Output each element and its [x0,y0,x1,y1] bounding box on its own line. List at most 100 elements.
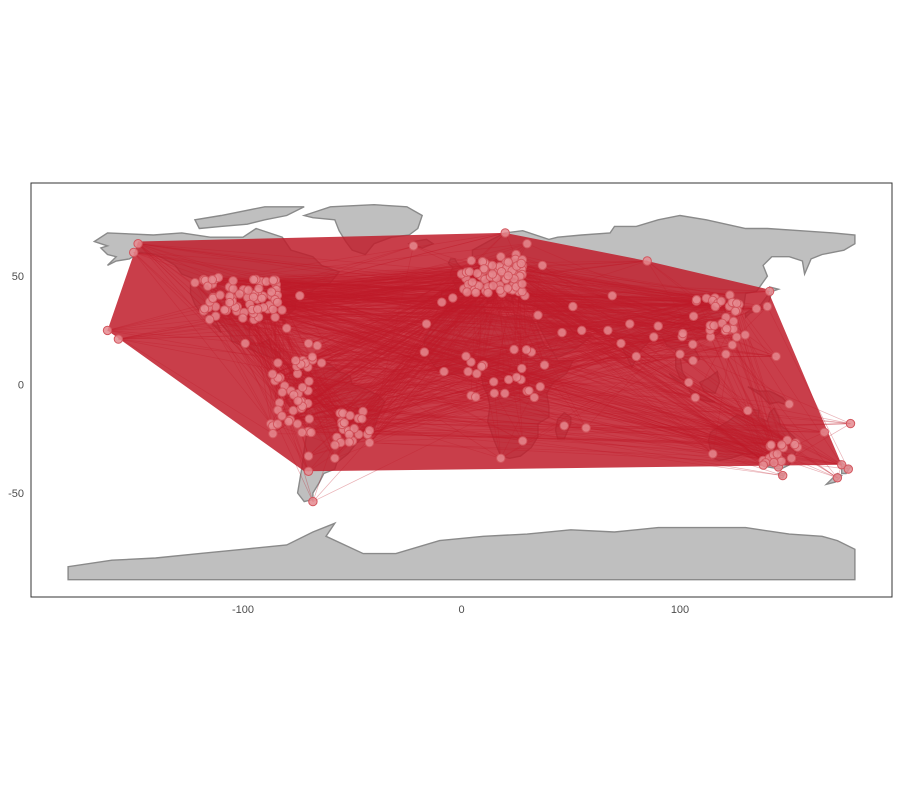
airport-point [758,460,768,470]
airport-point [642,256,652,266]
flight-route [274,285,475,301]
flight-route [244,276,491,313]
flight-route [138,243,510,290]
flight-route [441,302,524,442]
flight-route [272,309,523,442]
airport-point [631,351,641,362]
flight-route [500,328,731,459]
flight-route [263,307,445,372]
flight-route [207,285,774,456]
flight-route [297,260,648,375]
flight-route [505,262,746,336]
flight-route [257,291,730,307]
flight-route [262,295,748,411]
airport-point [268,275,278,285]
airport-point [297,382,308,393]
flight-route [478,285,775,463]
airport-point [616,338,626,349]
flight-route [482,261,782,462]
flight-route [262,295,694,317]
flight-route [518,291,545,366]
airport-point [568,301,578,312]
flight-route [118,273,493,340]
flight-route [369,297,707,444]
flight-route [369,430,782,446]
flight-route [516,283,764,461]
flight-route [518,264,730,296]
flight-route [272,306,573,310]
flight-route [107,302,733,331]
flight-route [469,271,779,459]
flight-route [281,284,469,417]
flight-route [297,285,500,402]
flight-route [263,307,530,392]
flight-route [107,254,517,331]
flight-route [586,427,842,466]
airport-point [716,296,726,306]
flight-route [487,265,748,411]
flight-route [299,273,462,297]
flight-route [302,261,483,361]
airport-point [487,269,498,279]
flight-route [471,260,851,424]
flight-route [730,328,779,459]
airport-point [272,297,283,308]
flight-route [509,288,587,429]
flight-route [205,232,506,281]
flight-route [424,286,489,353]
flight-route [709,325,770,459]
flight-route [354,349,515,429]
flight-route [296,261,483,367]
flight-route [237,306,302,402]
flight-route [253,319,530,392]
flight-route [302,355,467,361]
flight-route [522,283,713,301]
flight-route [658,317,726,327]
airport-point [307,352,317,362]
flight-route [463,288,782,462]
airport-point [533,310,543,320]
flight-route [272,306,574,427]
airport-point [728,316,739,326]
flight-route [321,362,342,443]
airport-point [722,324,732,334]
flight-route [505,262,766,464]
airport-point [238,313,248,323]
flight-route [290,351,532,392]
flight-route [791,457,838,479]
flight-route [288,371,469,422]
flight-route [231,297,798,448]
x-axis: -100 0 100 [232,604,689,616]
flight-route [300,302,734,365]
airport-point [837,460,847,470]
airport-point [266,287,277,297]
flight-route [253,279,694,317]
flight-route [214,279,784,449]
flight-route [215,306,782,446]
flight-route [353,267,508,429]
flight-route [343,275,521,430]
flight-route [369,305,730,431]
flight-route [305,362,522,380]
flight-route [369,283,523,443]
flight-route [466,291,563,333]
flight-route [262,295,697,302]
flight-route [334,288,510,459]
flight-route [229,286,715,326]
flight-route [290,412,341,421]
airport-point [764,286,775,297]
flight-route [290,368,522,421]
flight-route [232,288,303,388]
airport-point [349,423,359,434]
flight-route [361,410,748,420]
flight-route [298,393,783,476]
flight-route [513,284,764,461]
flight-route [300,273,462,402]
flight-route [278,377,796,444]
flight-route [519,275,764,461]
airport-point [766,440,776,450]
airport-point [295,291,305,301]
flight-route [506,267,788,441]
flight-route [279,336,737,379]
airport-point [710,301,720,312]
